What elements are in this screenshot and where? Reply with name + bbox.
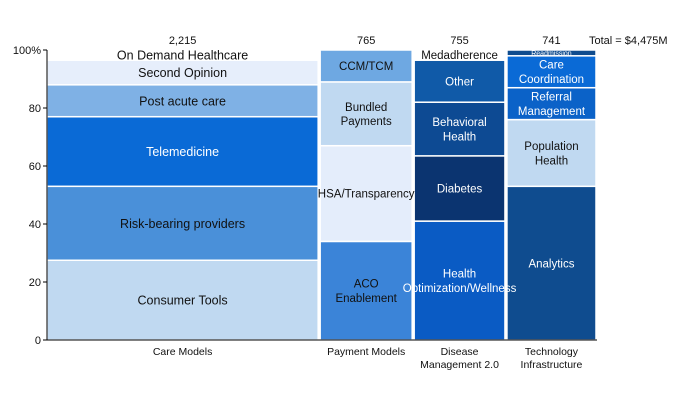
x-label-line: Management 2.0	[420, 359, 499, 371]
segment-label-line: Coordination	[519, 74, 584, 86]
bars-group	[46, 49, 597, 341]
column-total-care-models: 2,215	[169, 35, 197, 47]
segment-label-population-health: Population Health	[524, 141, 578, 167]
x-label-line: Disease	[441, 346, 479, 358]
segment-label-line: Management	[518, 106, 586, 118]
x-label-care-models: Care Models	[153, 346, 213, 358]
y-tick-label: 60	[29, 161, 41, 173]
x-label-line: Payment Models	[327, 346, 405, 358]
segment-label-line: Medadherence	[421, 50, 498, 62]
segment-label-line: Optimization/Wellness	[403, 283, 517, 295]
segment-label-behavioral-health: Behavioral Health	[432, 117, 486, 143]
segment-label-line: Behavioral	[432, 117, 486, 129]
segment-payment-models-aco-enablement	[319, 240, 413, 341]
segment-label-line: Health	[535, 155, 568, 167]
segment-technology-infrastructure-readmission	[506, 49, 597, 57]
segment-label-aco-enablement: ACO Enablement	[335, 279, 397, 305]
y-axis: 0 20 40 60 80 100%	[13, 45, 597, 347]
segment-label-line: Telemedicine	[146, 145, 219, 159]
segment-label-line: ACO	[354, 279, 379, 291]
segment-label-ccm-tcm: CCM/TCM	[339, 61, 393, 73]
segment-technology-infrastructure-care-coordination	[506, 55, 597, 89]
segment-payment-models-ccm-tcm	[319, 49, 413, 83]
segment-label-line: Consumer Tools	[138, 294, 228, 308]
segment-label-risk-bearing-providers: Risk-bearing providers	[120, 217, 245, 231]
segment-technology-infrastructure-referral-management	[506, 86, 597, 121]
segment-label-other: Other	[445, 76, 474, 88]
segment-label-line: Second Opinion	[138, 66, 227, 80]
segment-label-health-optimization-wellness: Health Optimization/Wellness	[403, 269, 517, 295]
column-totals-group: 2,215 765 755 741	[169, 35, 561, 47]
segment-disease-management-2-0-medadherence	[413, 49, 506, 61]
segment-label-line: CCM/TCM	[339, 61, 393, 73]
y-tick-label: 80	[29, 103, 41, 115]
segment-label-diabetes: Diabetes	[437, 184, 483, 196]
segment-label-readmission: Readmission	[531, 50, 572, 57]
segment-labels-group: Consumer Tools Risk-bearing providers Tele…	[117, 49, 586, 308]
segment-label-line: Population	[524, 141, 578, 153]
x-axis-labels: Care Models Payment Models Disease Manageme…	[153, 346, 583, 371]
segment-label-line: Health	[443, 131, 476, 143]
segment-label-line: Enablement	[335, 293, 397, 305]
x-label-line: Care Models	[153, 346, 213, 358]
segment-disease-management-2-0-behavioral-health	[413, 101, 506, 157]
segment-label-bundled-payments: Bundled Payments	[341, 102, 392, 128]
segment-label-line: Care	[539, 60, 564, 72]
x-label-payment-models: Payment Models	[327, 346, 405, 358]
segment-label-post-acute-care: Post acute care	[139, 94, 226, 108]
y-tick-label: 20	[29, 277, 41, 289]
segment-payment-models-bundled-payments	[319, 81, 413, 147]
y-tick-label: 40	[29, 219, 41, 231]
segment-care-models-risk-bearing-providers	[46, 185, 319, 261]
segment-label-care-coordination: Care Coordination	[519, 60, 584, 86]
segment-disease-management-2-0-diabetes	[413, 155, 506, 222]
x-label-disease-management-2-0: Disease Management 2.0	[420, 346, 499, 371]
segment-payment-models-hsa-transparency	[319, 144, 413, 243]
column-total-payment-models: 765	[357, 35, 375, 47]
x-label-line: Technology	[525, 346, 579, 358]
segment-label-line: Bundled	[345, 102, 387, 114]
segment-label-telemedicine: Telemedicine	[146, 145, 219, 159]
segment-label-hsa-transparency: HSA/Transparency	[318, 189, 415, 201]
segment-label-line: Analytics	[528, 258, 574, 270]
segment-label-medadherence: Medadherence	[421, 50, 498, 62]
segment-care-models-second-opinion	[46, 59, 319, 86]
segment-label-line: Post acute care	[139, 94, 226, 108]
x-label-technology-infrastructure: Technology Infrastructure	[521, 346, 583, 371]
segment-disease-management-2-0-health-optimization-wellness	[413, 220, 506, 341]
segment-label-analytics: Analytics	[528, 258, 574, 270]
segment-label-second-opinion: Second Opinion	[138, 66, 227, 80]
segment-label-referral-management: Referral Management	[518, 92, 586, 118]
segment-care-models-consumer-tools	[46, 259, 319, 341]
segment-technology-infrastructure-population-health	[506, 118, 597, 188]
segment-technology-infrastructure-analytics	[506, 185, 597, 341]
column-total-disease-management-2-0: 755	[450, 35, 468, 47]
segment-care-models-post-acute-care	[46, 84, 319, 118]
segment-label-line: Diabetes	[437, 184, 483, 196]
segment-label-line: Readmission	[531, 50, 572, 57]
segment-label-line: Health	[443, 269, 476, 281]
segment-label-line: On Demand Healthcare	[117, 49, 248, 63]
segment-label-line: HSA/Transparency	[318, 189, 415, 201]
y-tick-label: 0	[35, 335, 41, 347]
segment-label-consumer-tools: Consumer Tools	[138, 294, 228, 308]
segment-label-line: Referral	[531, 92, 572, 104]
segment-label-line: Payments	[341, 116, 392, 128]
x-label-line: Infrastructure	[521, 359, 583, 371]
grand-total-label: Total = $4,475M	[589, 35, 668, 47]
segment-label-line: Other	[445, 76, 474, 88]
segment-label-line: Risk-bearing providers	[120, 217, 245, 231]
y-tick-label: 100%	[13, 45, 41, 57]
segment-label-on-demand-healthcare: On Demand Healthcare	[117, 49, 248, 63]
column-total-technology-infrastructure: 741	[542, 35, 560, 47]
